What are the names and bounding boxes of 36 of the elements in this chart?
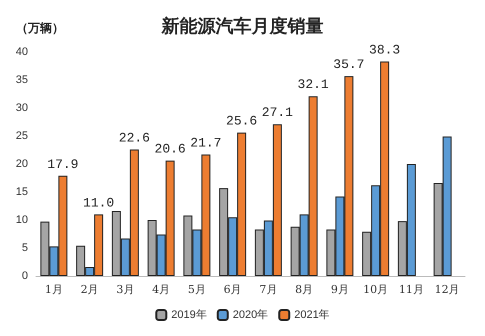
y-tick-label: 15 (16, 186, 28, 198)
data-label: 35.7 (333, 57, 364, 72)
data-label: 22.6 (118, 130, 150, 146)
data-label: 20.6 (154, 142, 186, 157)
x-tick-label: 7月 (259, 283, 278, 296)
x-tick-label: 12月 (434, 283, 460, 296)
y-tick-label: 25 (16, 130, 28, 142)
legend-label: 2021年 (294, 309, 330, 321)
x-tick-label: 9月 (330, 283, 349, 296)
y-axis-title: （万辆） (16, 21, 64, 35)
x-tick-label: 4月 (152, 283, 170, 296)
y-tick-label: 40 (16, 46, 28, 58)
data-label: 21.7 (190, 135, 222, 150)
x-tick-label: 3月 (116, 283, 134, 296)
chart-title: 新能源汽车月度销量 (160, 16, 324, 36)
x-tick-label: 5月 (188, 283, 206, 296)
y-tick-label: 20 (16, 158, 28, 170)
y-tick-label: 5 (22, 242, 28, 254)
legend-label: 2020年 (232, 309, 268, 321)
data-label: 38.3 (369, 42, 400, 58)
x-tick-label: 1月 (44, 283, 63, 296)
y-tick-label: 35 (16, 74, 28, 86)
x-tick-label: 11月 (398, 283, 424, 296)
data-label: 25.6 (226, 114, 258, 129)
y-tick-label: 30 (16, 102, 28, 114)
x-tick-label: 6月 (224, 283, 242, 296)
y-tick-label: 0 (22, 270, 28, 282)
data-label: 11.0 (83, 195, 114, 210)
data-label: 27.1 (262, 105, 294, 120)
x-tick-label: 2月 (80, 283, 99, 296)
data-label: 17.9 (47, 156, 78, 172)
y-tick-label: 10 (16, 214, 28, 226)
data-label: 32.1 (298, 77, 329, 92)
x-tick-label: 10月 (363, 283, 388, 296)
legend-label: 2019年 (171, 309, 207, 321)
x-tick-label: 8月 (295, 283, 314, 296)
